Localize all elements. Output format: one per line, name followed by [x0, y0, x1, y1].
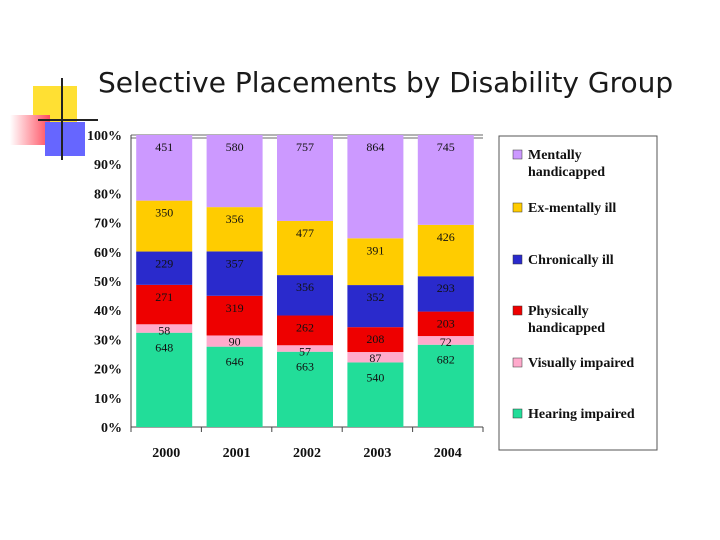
data-label: 208 [366, 332, 384, 346]
y-tick-label: 30% [94, 333, 122, 348]
bar-segment-chronically-ill-2001 [206, 251, 263, 296]
data-label: 580 [226, 140, 244, 154]
bar-segment-visually-impaired-2000 [136, 324, 193, 333]
data-label: 426 [437, 230, 455, 244]
y-tick-label: 90% [94, 158, 122, 173]
bar-segment-chronically-ill-2000 [136, 251, 193, 285]
data-label: 271 [155, 290, 173, 304]
bar-segment-ex-mentally-ill-2004 [417, 224, 474, 277]
bar-segment-hearing-impaired-2002 [277, 351, 333, 427]
data-label: 540 [366, 370, 384, 384]
data-label: 357 [226, 256, 244, 270]
bar-segment-mentally-handicapped-2002 [277, 135, 333, 221]
bar-segment-mentally-handicapped-2000 [136, 135, 193, 201]
data-label: 229 [155, 257, 173, 271]
page-title: Selective Placements by Disability Group [98, 66, 674, 99]
legend-swatch-visually-impaired [512, 357, 523, 368]
data-label: 757 [296, 140, 314, 154]
legend-swatch-hearing-impaired [512, 408, 523, 419]
data-label: 87 [369, 351, 381, 365]
y-tick-label: 70% [94, 217, 122, 232]
data-label: 477 [296, 226, 314, 240]
legend-label-hearing-impaired: Hearing impaired [528, 407, 635, 422]
data-label: 663 [296, 360, 314, 374]
bar-segment-physically-handicapped-2004 [417, 311, 474, 337]
bar-segment-visually-impaired-2004 [417, 336, 474, 345]
legend-swatch-chronically-ill [512, 254, 523, 265]
bar-segment-hearing-impaired-2003 [347, 362, 404, 427]
legend-label-visually-impaired: Visually impaired [528, 356, 634, 371]
x-tick-label: 2003 [363, 446, 391, 461]
y-tick-label: 80% [94, 187, 122, 202]
bar-segment-ex-mentally-ill-2001 [206, 207, 263, 252]
bar-segment-ex-mentally-ill-2002 [277, 220, 333, 276]
y-tick-label: 40% [94, 304, 122, 319]
x-tick-label: 2002 [293, 446, 321, 461]
legend-label-mentally-handicapped: Mentally handicapped [528, 148, 605, 180]
data-label: 293 [437, 281, 455, 295]
y-tick-label: 50% [94, 275, 122, 290]
legend-swatch-ex-mentally-ill [512, 202, 523, 213]
data-label: 682 [437, 353, 455, 367]
bar-segment-mentally-handicapped-2003 [347, 135, 404, 239]
bar-segment-mentally-handicapped-2004 [417, 135, 474, 225]
x-tick-label: 2004 [434, 446, 462, 461]
bar-segment-hearing-impaired-2004 [417, 344, 474, 427]
bar-segment-ex-mentally-ill-2003 [347, 238, 404, 286]
bar-segment-physically-handicapped-2002 [277, 315, 333, 346]
bar-segment-mentally-handicapped-2001 [206, 135, 263, 208]
data-label: 451 [155, 140, 173, 154]
data-label: 646 [226, 355, 244, 369]
legend-label-chronically-ill: Chronically ill [528, 253, 614, 268]
legend-label-physically-handicapped: Physically handicapped [528, 304, 605, 336]
decor-horizontal-line [38, 119, 98, 121]
data-label: 262 [296, 321, 314, 335]
data-label: 391 [366, 243, 384, 257]
y-tick-label: 100% [87, 129, 122, 144]
data-label: 72 [440, 335, 452, 349]
legend-swatch-physically-handicapped [512, 305, 523, 316]
legend-label-ex-mentally-ill: Ex-mentally ill [528, 201, 616, 216]
bar-segment-hearing-impaired-2001 [206, 346, 263, 427]
bar-segment-chronically-ill-2003 [347, 285, 404, 328]
data-label: 90 [229, 334, 241, 348]
data-label: 319 [226, 301, 244, 315]
data-label: 203 [437, 317, 455, 331]
data-label: 352 [366, 290, 384, 304]
bar-segment-visually-impaired-2003 [347, 352, 404, 363]
y-tick-label: 0% [101, 421, 122, 436]
legend-box [498, 135, 658, 451]
bar-segment-chronically-ill-2002 [277, 275, 333, 316]
decor-blue-square [45, 122, 85, 156]
y-tick-label: 20% [94, 363, 122, 378]
data-label: 745 [437, 140, 455, 154]
bar-segment-hearing-impaired-2000 [136, 332, 193, 427]
bar-segment-physically-handicapped-2001 [206, 295, 263, 336]
data-label: 356 [296, 280, 314, 294]
bar-segment-physically-handicapped-2000 [136, 284, 193, 325]
data-label: 58 [158, 323, 170, 337]
y-tick-label: 60% [94, 246, 122, 261]
data-label: 648 [155, 341, 173, 355]
bar-segment-chronically-ill-2004 [417, 276, 474, 312]
bar-segment-visually-impaired-2001 [206, 335, 263, 347]
x-tick-label: 2001 [223, 446, 251, 461]
data-label: 57 [299, 344, 311, 358]
y-tick-label: 10% [94, 392, 122, 407]
data-label: 864 [366, 140, 384, 154]
bar-segment-ex-mentally-ill-2000 [136, 200, 193, 252]
data-label: 350 [155, 206, 173, 220]
bar-segment-visually-impaired-2002 [277, 345, 333, 352]
legend-swatch-mentally-handicapped [512, 149, 523, 160]
bar-segment-physically-handicapped-2003 [347, 327, 404, 353]
x-tick-label: 2000 [152, 446, 180, 461]
data-label: 356 [226, 212, 244, 226]
